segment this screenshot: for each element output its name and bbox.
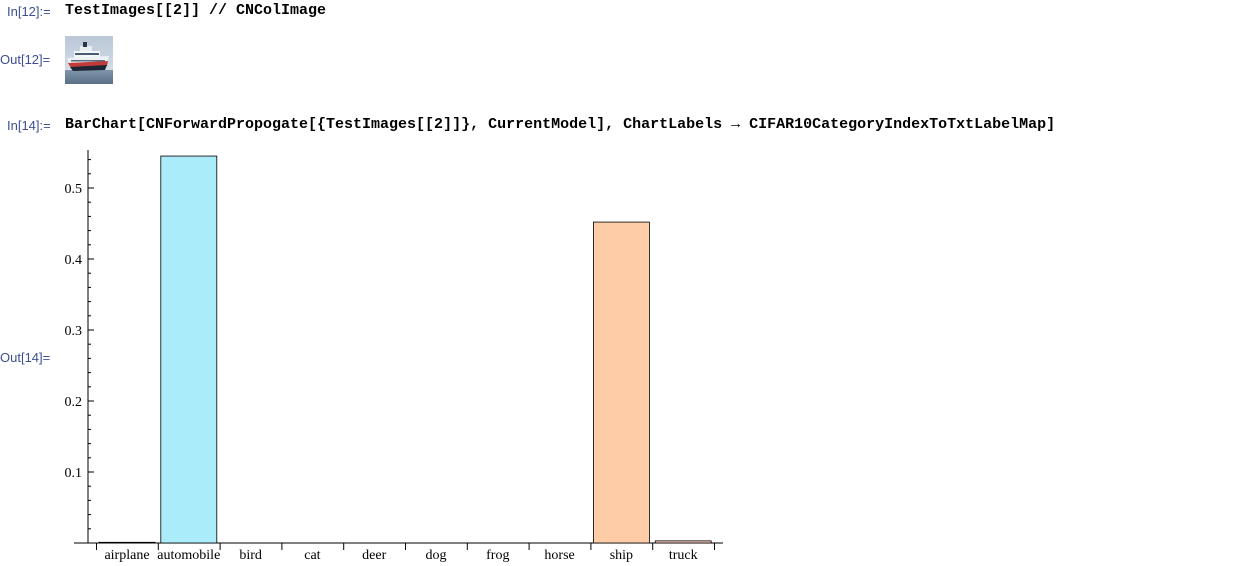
input-label-14: In[14]:= xyxy=(7,118,51,133)
x-category-label: cat xyxy=(304,548,320,563)
bar-truck xyxy=(654,540,712,544)
y-tick-label: 0.4 xyxy=(65,253,83,268)
chart-labels: 0.1 0.2 0.3 0.4 0.5 airplane automobile bird cat… xyxy=(65,182,698,563)
input-label-12: In[12]:= xyxy=(7,4,51,19)
x-category-label: frog xyxy=(486,548,509,563)
bar-chart: 0.1 0.2 0.3 0.4 0.5 airplane automobile bird cat… xyxy=(65,150,723,563)
x-category-label: bird xyxy=(239,548,262,563)
x-category-label: truck xyxy=(669,548,698,563)
output-label-12: Out[12]= xyxy=(0,52,51,67)
x-category-label: dog xyxy=(426,548,447,563)
x-category-label: airplane xyxy=(104,548,149,563)
x-category-label: ship xyxy=(610,548,633,563)
bar-airplane xyxy=(98,541,156,544)
y-tick-label: 0.1 xyxy=(65,466,83,481)
y-tick-label: 0.3 xyxy=(65,324,83,339)
output-label-14: Out[14]= xyxy=(0,350,51,365)
x-category-label: deer xyxy=(362,548,386,563)
input-code-14[interactable]: BarChart[CNForwardPropogate[{TestImages[… xyxy=(65,116,1056,133)
bar-automobile xyxy=(160,155,218,544)
chart-bars xyxy=(98,155,712,544)
x-category-label: automobile xyxy=(157,548,220,563)
x-category-label: horse xyxy=(544,548,574,563)
y-tick-label: 0.2 xyxy=(65,395,83,410)
input-code-12[interactable]: TestImages[[2]] // CNColImage xyxy=(65,2,327,19)
bar-ship xyxy=(593,221,650,544)
ship-thumbnail-image xyxy=(65,36,113,84)
y-tick-label: 0.5 xyxy=(65,182,83,197)
